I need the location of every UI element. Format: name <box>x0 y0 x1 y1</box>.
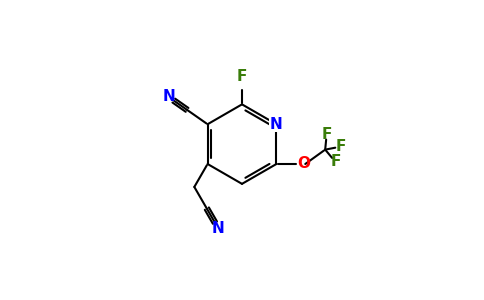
Text: N: N <box>212 221 225 236</box>
Text: N: N <box>162 89 175 104</box>
Text: F: F <box>335 139 346 154</box>
Text: F: F <box>330 154 341 169</box>
Text: N: N <box>270 117 283 132</box>
Text: O: O <box>297 157 310 172</box>
Text: F: F <box>321 127 332 142</box>
Text: F: F <box>237 69 247 84</box>
